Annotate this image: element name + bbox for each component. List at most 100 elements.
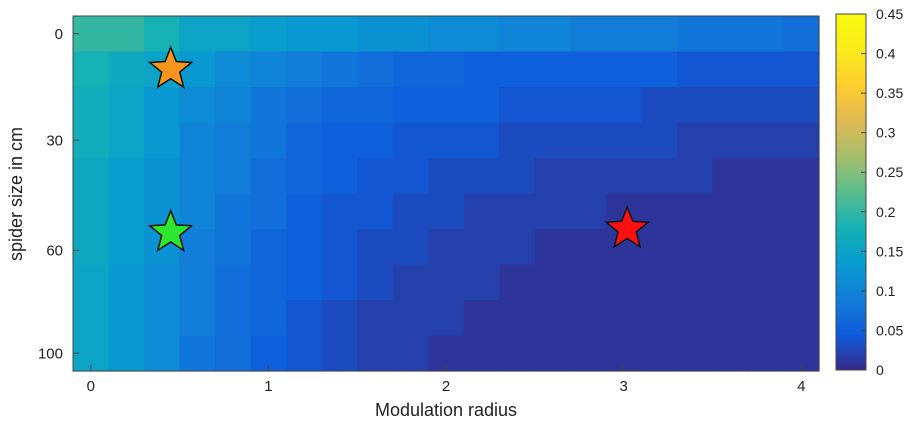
heatmap-cell (783, 229, 820, 266)
y-axis-title: spider size in cm (6, 127, 26, 261)
heatmap-cell (321, 264, 358, 301)
heatmap-cell (357, 229, 394, 266)
heatmap-cell (641, 16, 678, 53)
heatmap-cell (250, 87, 287, 124)
heatmap-cell (321, 193, 358, 230)
heatmap-cell (179, 51, 216, 88)
heatmap-cell (605, 264, 642, 301)
heatmap-cell (570, 158, 607, 195)
heatmap-cell (570, 229, 607, 266)
heatmap-cell (108, 122, 145, 159)
orange-star-icon (147, 45, 194, 89)
heatmap-cell (747, 193, 785, 230)
heatmap-cell (392, 229, 429, 266)
heatmap-cell (215, 158, 252, 195)
heatmap-cell (499, 300, 536, 337)
heatmap-cell (108, 16, 145, 53)
heatmap-cell (250, 229, 287, 266)
heatmap-cell (570, 122, 607, 159)
heatmap-cell (321, 16, 358, 53)
heatmap-cell (215, 16, 252, 53)
heatmap-cell (108, 229, 145, 266)
heatmap-cell (392, 193, 429, 230)
heatmap-cell (179, 300, 216, 337)
heatmap-cell (321, 51, 358, 88)
heatmap-cell (712, 300, 749, 337)
heatmap-cell (676, 300, 714, 337)
heatmap-cell (712, 16, 749, 53)
heatmap-cell (747, 87, 785, 124)
heatmap-cell (73, 158, 110, 195)
heatmap-cell (499, 193, 536, 230)
heatmap-cell (392, 264, 429, 301)
heatmap-cell (321, 122, 358, 159)
heatmap-cell (250, 158, 287, 195)
heatmap-cell (179, 193, 216, 230)
heatmap-cell (570, 87, 607, 124)
heatmap-cell (357, 264, 394, 301)
heatmap-cell (641, 229, 678, 266)
heatmap-cell (250, 51, 287, 88)
heatmap-cell (428, 16, 465, 53)
heatmap-cell (499, 122, 536, 159)
heatmap-cell (783, 193, 820, 230)
heatmap-cell (179, 335, 216, 372)
heatmap-cell (641, 87, 678, 124)
heatmap-cell (676, 16, 714, 53)
heatmap-cells (73, 16, 820, 372)
heatmap-cell (73, 264, 110, 301)
heatmap-cell (144, 264, 181, 301)
heatmap-cell (534, 16, 571, 53)
heatmap-cell (286, 193, 323, 230)
heatmap-cell (605, 122, 642, 159)
heatmap-cell (463, 87, 500, 124)
heatmap-cell (108, 300, 145, 337)
heatmap-cell (392, 335, 429, 372)
heatmap-cell (286, 87, 323, 124)
heatmap-cell (676, 122, 714, 159)
heatmap-cell (783, 122, 820, 159)
heatmap-cell (250, 264, 287, 301)
heatmap-cell (747, 16, 785, 53)
heatmap-cell (712, 51, 749, 88)
heatmap-cell (534, 300, 571, 337)
colorbar-tick-label: 0.15 (876, 243, 903, 259)
heatmap-cell (570, 300, 607, 337)
markers (147, 45, 651, 253)
heatmap-cell (605, 87, 642, 124)
heatmap-cell (641, 51, 678, 88)
heatmap-cell (783, 51, 820, 88)
heatmap-cell (747, 264, 785, 301)
heatmap-cell (783, 300, 820, 337)
x-axis-title: Modulation radius (375, 400, 517, 420)
y-tick-label: 30 (46, 132, 63, 149)
heatmap-cell (321, 300, 358, 337)
heatmap-cell (570, 16, 607, 53)
colorbar-tick-label: 0.2 (876, 204, 896, 220)
x-tick-label: 2 (442, 378, 450, 395)
heatmap-cell (73, 193, 110, 230)
heatmap-cell (783, 158, 820, 195)
heatmap-cell (499, 87, 536, 124)
heatmap-cell (179, 16, 216, 53)
heatmap-cell (712, 229, 749, 266)
heatmap-cell (215, 51, 252, 88)
heatmap-cell (108, 51, 145, 88)
heatmap-cell (144, 335, 181, 372)
x-tick-label: 0 (87, 378, 95, 395)
heatmap-cell (250, 300, 287, 337)
x-tick-label: 1 (264, 378, 272, 395)
heatmap-cell (179, 122, 216, 159)
heatmap-cell (499, 158, 536, 195)
heatmap-cell (747, 122, 785, 159)
green-star-icon (147, 208, 194, 253)
heatmap-cell (641, 300, 678, 337)
heatmap-cell (463, 158, 500, 195)
heatmap-cell (321, 87, 358, 124)
heatmap-cell (321, 229, 358, 266)
heatmap-cell (534, 158, 571, 195)
heatmap-cell (641, 335, 678, 372)
heatmap-cell (712, 87, 749, 124)
heatmap-cell (605, 158, 642, 195)
heatmap-cell (712, 264, 749, 301)
